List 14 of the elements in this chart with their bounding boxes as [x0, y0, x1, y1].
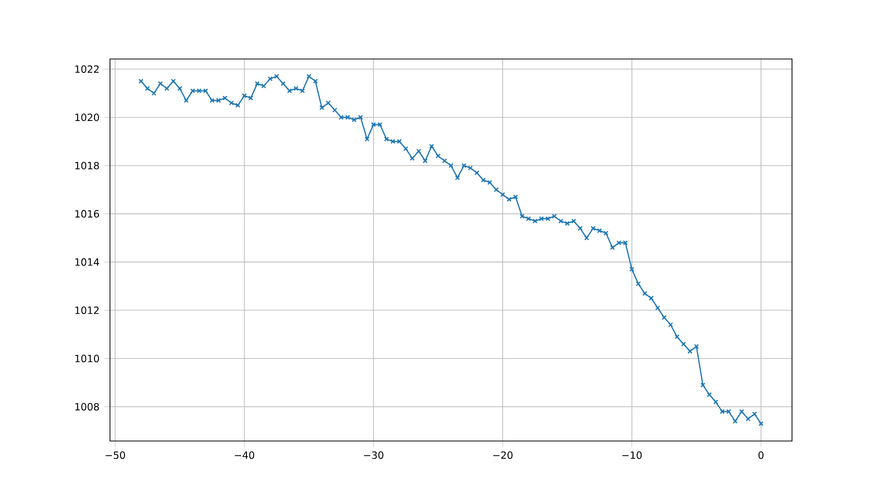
y-tick-label: 1008 — [75, 402, 99, 411]
x-tick-label: −50 — [106, 451, 126, 459]
y-tick-label: 1018 — [75, 162, 99, 170]
x-tick-label: −30 — [364, 451, 384, 459]
y-tick-label: 1020 — [75, 114, 99, 122]
y-tick-label: 1016 — [75, 210, 99, 218]
y-tick-label: 1022 — [75, 65, 99, 73]
y-tick-label: 1010 — [75, 354, 99, 362]
x-tick-label: −40 — [234, 451, 254, 459]
x-tick-label: 0 — [758, 451, 764, 459]
x-tick-label: −10 — [622, 451, 642, 459]
y-tick-label: 1014 — [75, 258, 100, 266]
y-tick-label: 1012 — [75, 306, 99, 314]
x-tick-label: −20 — [493, 451, 513, 459]
